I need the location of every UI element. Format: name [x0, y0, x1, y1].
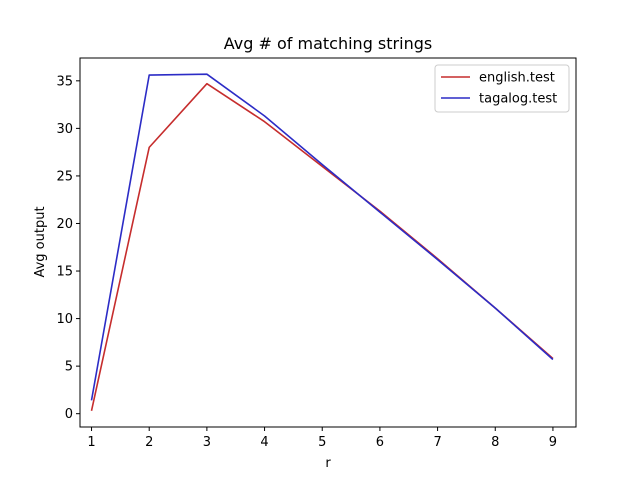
series-line-tagalog-test	[90, 73, 554, 401]
x-tick-label: 2	[145, 435, 153, 450]
y-axis-label: Avg output	[33, 206, 48, 277]
y-tick-label: 20	[56, 217, 73, 232]
x-tick-label: 1	[87, 435, 95, 450]
series-line-english-test	[90, 82, 554, 411]
x-tick-label: 8	[491, 435, 499, 450]
y-tick-label: 10	[56, 312, 73, 327]
x-tick-label: 9	[549, 435, 557, 450]
x-tick-label: 5	[318, 435, 326, 450]
x-tick-label: 3	[203, 435, 211, 450]
x-tick-label: 4	[260, 435, 268, 450]
legend: english.test tagalog.test	[434, 64, 570, 113]
chart-title: Avg # of matching strings	[224, 34, 432, 53]
x-tick-label: 6	[376, 435, 384, 450]
legend-label: english.test	[479, 71, 555, 86]
y-tick-label: 5	[65, 360, 73, 375]
y-tick-label: 35	[56, 74, 73, 89]
x-axis-label: r	[325, 456, 331, 471]
y-tick-label: 25	[56, 169, 73, 184]
plot-area-frame	[79, 57, 577, 428]
series-lines	[90, 73, 554, 411]
y-tick-label: 15	[56, 265, 73, 280]
legend-label: tagalog.test	[479, 92, 557, 107]
y-tick-label: 30	[56, 122, 73, 137]
y-axis: 0 5 10 15 20 25 30 35	[56, 74, 80, 422]
x-axis: 1 2 3 4 5 6 7 8 9	[87, 427, 557, 450]
x-tick-label: 7	[433, 435, 441, 450]
y-tick-label: 0	[65, 407, 73, 422]
